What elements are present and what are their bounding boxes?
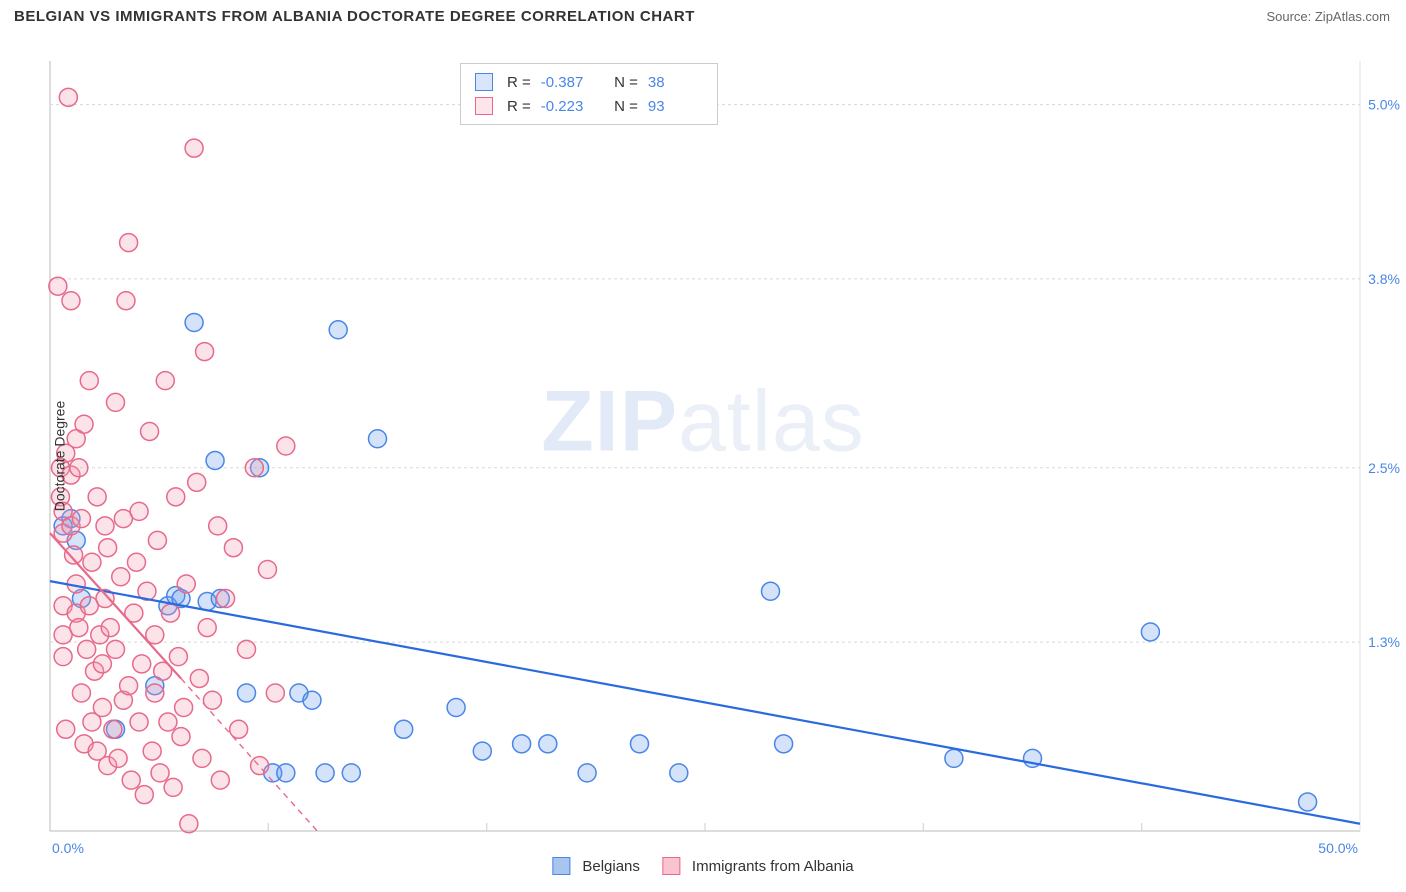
legend-item: Immigrants from Albania: [662, 857, 854, 875]
stats-row: R = -0.223 N = 93: [475, 94, 703, 118]
n-label: N =: [606, 74, 638, 91]
legend-label: Immigrants from Albania: [692, 858, 854, 875]
chart-title: BELGIAN VS IMMIGRANTS FROM ALBANIA DOCTO…: [14, 8, 695, 25]
y-axis-label: Doctorate Degree: [51, 401, 67, 512]
stats-row: R = -0.387 N = 38: [475, 70, 703, 94]
svg-text:3.8%: 3.8%: [1368, 271, 1400, 287]
svg-text:0.0%: 0.0%: [52, 840, 84, 856]
r-label: R =: [507, 98, 531, 115]
chart-header: BELGIAN VS IMMIGRANTS FROM ALBANIA DOCTO…: [0, 0, 1406, 31]
svg-text:2.5%: 2.5%: [1368, 460, 1400, 476]
legend-swatch: [552, 857, 570, 875]
svg-text:5.0%: 5.0%: [1368, 97, 1400, 113]
n-value: 93: [648, 98, 703, 115]
n-value: 38: [648, 74, 703, 91]
legend-label: Belgians: [582, 858, 640, 875]
chart-area: 1.3%2.5%3.8%5.0%0.0%50.0% ZIPatlas Docto…: [0, 31, 1406, 881]
r-label: R =: [507, 74, 531, 91]
series-swatch: [475, 73, 493, 91]
n-label: N =: [606, 98, 638, 115]
r-value: -0.387: [541, 74, 596, 91]
series-legend: Belgians Immigrants from Albania: [552, 857, 853, 875]
legend-item: Belgians: [552, 857, 640, 875]
correlation-stats-legend: R = -0.387 N = 38 R = -0.223 N = 93: [460, 63, 718, 125]
series-swatch: [475, 97, 493, 115]
scatter-chart-svg: 1.3% 2.5% 3.8% 5.0% 0.0% 50.0%: [0, 31, 1406, 861]
svg-text:1.3%: 1.3%: [1368, 634, 1400, 650]
chart-source: Source: ZipAtlas.com: [1266, 9, 1390, 24]
legend-swatch: [662, 857, 680, 875]
svg-text:50.0%: 50.0%: [1318, 840, 1358, 856]
r-value: -0.223: [541, 98, 596, 115]
